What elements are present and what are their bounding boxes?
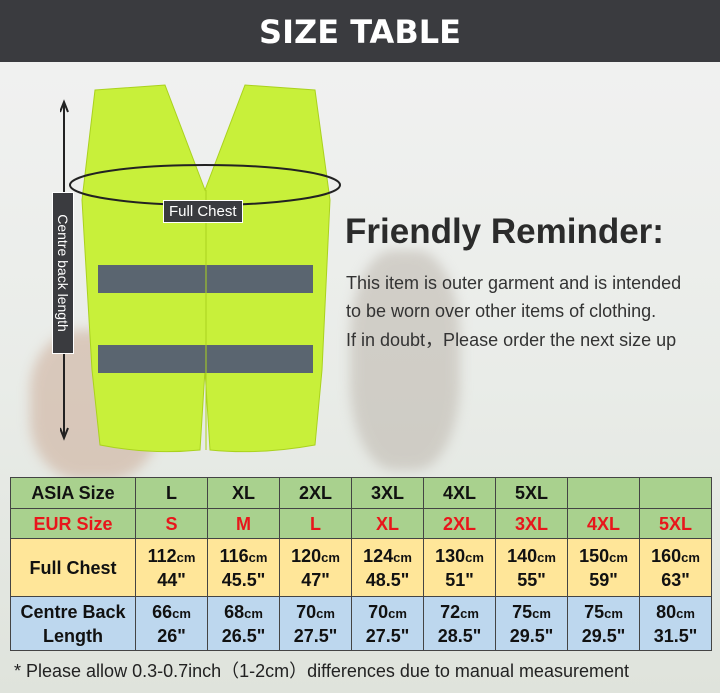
size-cell: 2XL	[279, 477, 352, 509]
reminder-line: to be worn over other items of clothing.	[346, 301, 657, 321]
cm-value: 72	[440, 601, 461, 622]
inch-value: 26"	[157, 625, 186, 646]
cm-unit: cm	[460, 605, 479, 621]
inch-value: 51"	[445, 569, 474, 590]
measurement-cell: 160cm 63"	[639, 538, 712, 597]
size-cell: L	[135, 477, 208, 509]
cm-value: 150	[579, 545, 610, 566]
cm-unit: cm	[248, 549, 268, 565]
cm-value: 66	[152, 601, 173, 622]
cm-value: 68	[224, 601, 245, 622]
cm-unit: cm	[537, 549, 556, 565]
page-title: SIZE TABLE	[0, 0, 720, 62]
size-cell: 3XL	[495, 508, 568, 539]
cm-unit: cm	[676, 605, 695, 621]
cm-value: 75	[512, 601, 533, 622]
cm-unit: cm	[604, 605, 623, 621]
inch-value: 45.5"	[221, 569, 266, 590]
inch-value: 27.5"	[365, 625, 410, 646]
reminder-title: Friendly Reminder:	[345, 212, 664, 251]
measurement-cell: 130cm 51"	[423, 538, 496, 597]
size-cell: 2XL	[423, 508, 496, 539]
cm-value: 70	[296, 601, 317, 622]
row-header: Centre Back Length	[10, 596, 136, 651]
size-cell: L	[279, 508, 352, 539]
size-cell: XL	[207, 477, 280, 509]
inch-value: 44"	[157, 569, 186, 590]
size-cell: 4XL	[423, 477, 496, 509]
table-row-eur: EUR Size S M L XL 2XL 3XL 4XL 5XL	[10, 508, 712, 539]
cm-unit: cm	[244, 605, 263, 621]
cm-unit: cm	[388, 605, 407, 621]
measurement-note: * Please allow 0.3-0.7inch（1-2cm）differe…	[14, 661, 629, 681]
cm-unit: cm	[393, 549, 412, 565]
size-cell: 3XL	[351, 477, 424, 509]
measurement-cell: 116cm 45.5"	[207, 538, 280, 597]
size-cell: 5XL	[639, 508, 712, 539]
inch-value: 28.5"	[437, 625, 482, 646]
table-row-asia: ASIA Size L XL 2XL 3XL 4XL 5XL	[10, 477, 712, 509]
size-table: ASIA Size L XL 2XL 3XL 4XL 5XL EUR Size S M L XL 2XL…	[10, 477, 712, 651]
cm-unit: cm	[176, 549, 196, 565]
measurement-cell: 140cm 55"	[495, 538, 568, 597]
size-cell: M	[207, 508, 280, 539]
size-cell: XL	[351, 508, 424, 539]
measurement-cell: 112cm 44"	[135, 538, 208, 597]
measurement-cell: 66cm 26"	[135, 596, 208, 651]
measurement-cell: 68cm 26.5"	[207, 596, 280, 651]
cm-value: 70	[368, 601, 389, 622]
cm-value: 80	[656, 601, 677, 622]
cm-value: 116	[219, 545, 249, 566]
size-cell: S	[135, 508, 208, 539]
vest-image	[60, 84, 341, 453]
cm-unit: cm	[681, 549, 700, 565]
measurement-cell: 80cm 31.5"	[639, 596, 712, 651]
inch-value: 31.5"	[653, 625, 698, 646]
cm-unit: cm	[465, 549, 484, 565]
cm-value: 140	[507, 545, 538, 566]
measurement-cell: 150cm 59"	[567, 538, 640, 597]
inch-value: 29.5"	[509, 625, 554, 646]
inch-value: 48.5"	[365, 569, 410, 590]
inch-value: 59"	[589, 569, 618, 590]
measurement-cell: 70cm 27.5"	[351, 596, 424, 651]
reminder-line: This item is outer garment and is intend…	[346, 273, 682, 293]
cm-value: 124	[363, 545, 394, 566]
cm-value: 120	[291, 545, 322, 566]
measurement-cell: 72cm 28.5"	[423, 596, 496, 651]
cm-value: 75	[584, 601, 605, 622]
cm-unit: cm	[321, 549, 340, 565]
cm-unit: cm	[609, 549, 628, 565]
table-row-chest: Full Chest 112cm 44" 116cm 45.5" 120cm 47" 124c…	[10, 538, 712, 597]
size-cell: 4XL	[567, 508, 640, 539]
cm-unit: cm	[532, 605, 551, 621]
inch-value: 27.5"	[293, 625, 338, 646]
background-person	[350, 250, 460, 470]
inch-value: 63"	[661, 569, 690, 590]
cm-unit: cm	[316, 605, 335, 621]
cm-value: 160	[651, 545, 682, 566]
row-header: EUR Size	[10, 508, 136, 539]
inch-value: 55"	[517, 569, 546, 590]
size-cell	[567, 477, 640, 509]
row-header: Full Chest	[10, 538, 136, 597]
reminder-line: If in doubt，Please order the next size u…	[346, 330, 677, 350]
full-chest-label: Full Chest	[163, 200, 243, 223]
inch-value: 29.5"	[581, 625, 626, 646]
cm-value: 130	[435, 545, 466, 566]
inch-value: 26.5"	[221, 625, 266, 646]
size-cell: 5XL	[495, 477, 568, 509]
cm-unit: cm	[172, 605, 191, 621]
measurement-cell: 70cm 27.5"	[279, 596, 352, 651]
measurement-cell: 75cm 29.5"	[495, 596, 568, 651]
measurement-cell: 120cm 47"	[279, 538, 352, 597]
row-header: ASIA Size	[10, 477, 136, 509]
table-row-back: Centre Back Length 66cm 26" 68cm 26.5" 70cm 27…	[10, 596, 712, 651]
measurement-cell: 75cm 29.5"	[567, 596, 640, 651]
cm-value: 112	[147, 545, 177, 566]
inch-value: 47"	[301, 569, 330, 590]
size-cell	[639, 477, 712, 509]
centre-back-length-label: Centre back length	[52, 192, 74, 354]
measurement-cell: 124cm 48.5"	[351, 538, 424, 597]
